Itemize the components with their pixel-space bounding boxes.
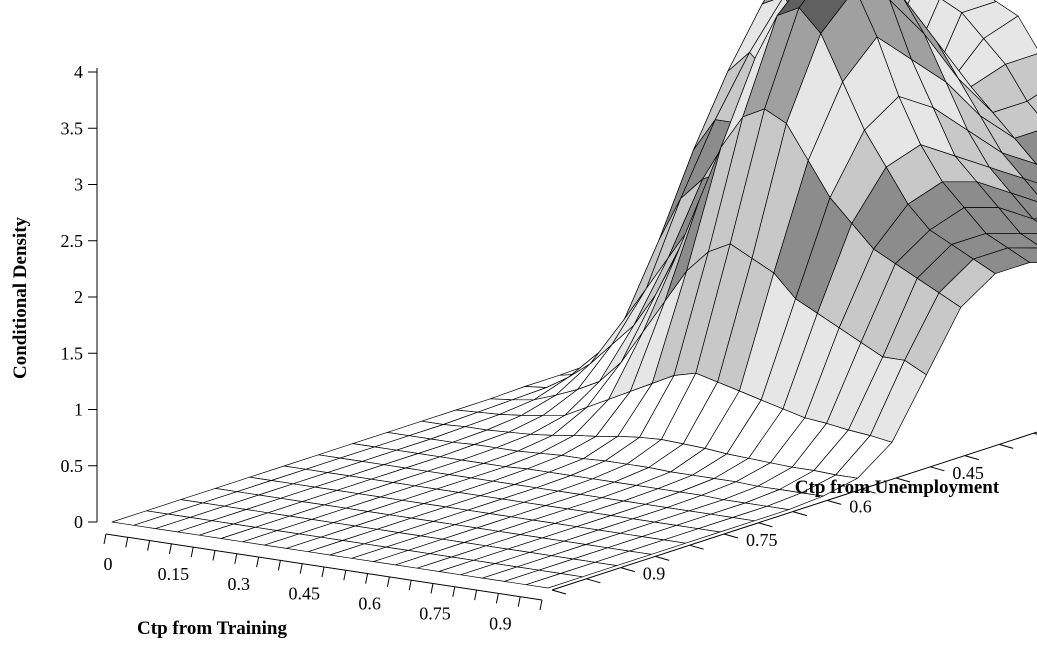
x-axis-title: Ctp from Training [137, 618, 287, 639]
y-tick-label: 0.45 [952, 463, 984, 483]
y-tick-mark [964, 455, 979, 461]
x-tick-label: 0.6 [358, 594, 381, 614]
x-tick-mark [168, 543, 172, 554]
y-tick-label: 0.6 [849, 496, 872, 516]
surface-face [525, 573, 583, 589]
axes: 0 0.5 1 1.5 2 2.5 3 3.5 4 0 0.15 0.3 0.45 0.6 0.75 0.9 0… [61, 62, 1037, 633]
z-tick-label: 3 [74, 175, 83, 195]
y-tick-mark [792, 511, 807, 517]
x-tick-label: 0.3 [228, 574, 251, 594]
x-tick-mark [408, 580, 412, 591]
y-tick-mark [655, 555, 670, 561]
y-tick-mark [930, 466, 945, 472]
z-tick-label: 0.5 [61, 456, 84, 476]
x-tick-mark [365, 573, 369, 584]
x-tick-label: 0 [104, 554, 113, 574]
x-tick-label: 0.9 [489, 613, 512, 633]
y-tick-mark [999, 443, 1014, 449]
x-tick-mark [343, 570, 347, 581]
x-tick-mark [277, 560, 281, 571]
y-tick-mark [586, 578, 601, 584]
x-tick-mark [452, 586, 456, 597]
x-tick-mark [212, 550, 216, 561]
x-tick-mark [256, 557, 260, 568]
x-tick-mark [539, 599, 543, 611]
z-tick-label: 2 [74, 287, 83, 307]
y-tick-mark [758, 522, 773, 528]
z-tick-label: 2.5 [61, 231, 84, 251]
x-tick-mark [103, 533, 107, 545]
y-tick-mark [861, 488, 876, 494]
y-axis-title: Ctp from Unemployment [795, 477, 1000, 498]
surface-face [1026, 94, 1037, 114]
x-tick-mark [517, 596, 521, 607]
x-tick-mark [430, 583, 434, 594]
z-tick-label: 0 [74, 512, 83, 532]
z-tick-label: 3.5 [61, 118, 84, 138]
x-tick-mark [495, 593, 499, 604]
z-tick-label: 4 [74, 62, 83, 82]
x-tick-mark [299, 563, 303, 574]
y-tick-mark [827, 499, 842, 505]
y-tick-mark [1033, 432, 1037, 435]
y-tick-mark [620, 567, 635, 573]
y-tick-mark [689, 544, 704, 550]
x-tick-mark [234, 553, 238, 564]
x-tick-mark [190, 547, 194, 558]
x-tick-mark [147, 540, 151, 551]
y-tick-label: 0.9 [643, 564, 666, 584]
z-tick-label: 1 [74, 400, 83, 420]
y-tick-mark [723, 533, 739, 539]
x-tick-mark [386, 576, 390, 587]
axis-labels: Conditional Density Ctp from Training Ct… [10, 216, 1000, 639]
z-tick-label: 1.5 [61, 343, 84, 363]
x-tick-label: 0.45 [288, 584, 320, 604]
x-tick-mark [125, 537, 129, 548]
y-tick-mark [551, 589, 567, 595]
y-tick-label: 0.75 [746, 530, 778, 550]
z-axis-title: Conditional Density [10, 216, 31, 379]
surface-mesh [111, 0, 1037, 589]
x-tick-mark [321, 566, 325, 578]
y-tick-mark [895, 477, 911, 483]
x-tick-label: 0.75 [419, 604, 451, 624]
x-tick-mark [474, 590, 478, 601]
x-tick-label: 0.15 [158, 564, 190, 584]
